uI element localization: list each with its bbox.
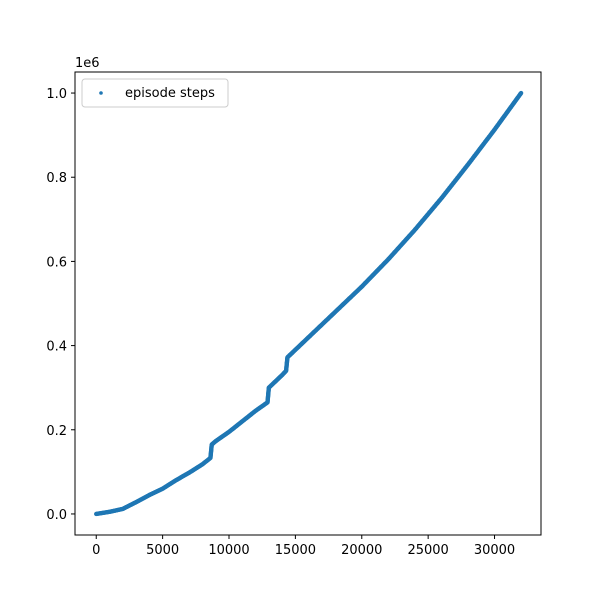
legend-marker (99, 91, 103, 95)
y-tick-label: 0.8 (46, 171, 67, 186)
legend-box (81, 78, 229, 108)
y-tick-label: 0.0 (46, 508, 67, 523)
data-points (94, 90, 524, 517)
x-tick-label: 25000 (407, 543, 448, 558)
y-tick-label: 0.4 (46, 340, 67, 355)
x-tick-label: 0 (92, 543, 100, 558)
x-tick-label: 15000 (275, 543, 316, 558)
legend: episode steps (81, 78, 229, 108)
y-tick-label: 1.0 (46, 87, 67, 102)
x-tick-label: 10000 (208, 543, 249, 558)
y-axis: 0.0 0.2 0.4 0.6 0.8 1.0 (46, 87, 75, 523)
x-axis: 0 5000 10000 15000 20000 25000 30000 (92, 535, 515, 558)
plot-frame (74, 71, 542, 536)
y-axis-offset-label: 1e6 (75, 56, 100, 71)
legend-label: episode steps (125, 86, 215, 101)
y-tick-label: 0.2 (46, 424, 67, 439)
x-tick-label: 5000 (146, 543, 179, 558)
x-tick-label: 20000 (341, 543, 382, 558)
data-point (518, 90, 524, 96)
y-tick-label: 0.6 (46, 255, 67, 270)
x-tick-label: 30000 (474, 543, 515, 558)
